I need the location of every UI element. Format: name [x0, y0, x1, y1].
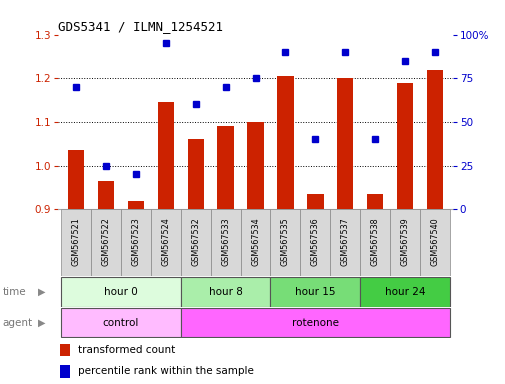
Text: hour 0: hour 0 [104, 287, 137, 297]
Bar [61, 277, 180, 306]
Bar [210, 209, 240, 276]
Bar [157, 102, 174, 209]
Text: hour 8: hour 8 [208, 287, 242, 297]
Text: hour 15: hour 15 [294, 287, 335, 297]
Bar [277, 76, 293, 209]
Text: GSM567524: GSM567524 [161, 217, 170, 266]
Bar [121, 209, 150, 276]
Text: percentile rank within the sample: percentile rank within the sample [78, 366, 253, 376]
Text: hour 24: hour 24 [384, 287, 424, 297]
Bar [307, 194, 323, 209]
Text: ▶: ▶ [38, 318, 45, 328]
Bar [426, 70, 442, 209]
Text: GSM567523: GSM567523 [131, 217, 140, 266]
Bar [180, 209, 210, 276]
Text: agent: agent [3, 318, 33, 328]
Bar [60, 365, 70, 378]
Bar [419, 209, 449, 276]
Bar [187, 139, 204, 209]
Bar [300, 209, 330, 276]
Text: GSM567521: GSM567521 [72, 217, 80, 266]
Bar [217, 126, 233, 209]
Bar [68, 150, 84, 209]
Bar [366, 194, 383, 209]
Text: control: control [103, 318, 139, 328]
Bar [247, 122, 263, 209]
Bar [360, 209, 389, 276]
Text: transformed count: transformed count [78, 345, 175, 355]
Text: GSM567538: GSM567538 [370, 217, 379, 266]
Bar [240, 209, 270, 276]
Text: GSM567532: GSM567532 [191, 217, 200, 266]
Text: rotenone: rotenone [291, 318, 338, 328]
Bar [330, 209, 360, 276]
Bar [270, 209, 300, 276]
Bar [180, 308, 449, 337]
Bar [127, 200, 144, 209]
Bar [389, 209, 419, 276]
Bar [97, 181, 114, 209]
Text: GSM567540: GSM567540 [430, 217, 438, 266]
Text: ▶: ▶ [38, 287, 45, 297]
Text: GSM567536: GSM567536 [310, 217, 319, 266]
Text: GSM567539: GSM567539 [400, 217, 409, 266]
Text: time: time [3, 287, 26, 297]
Text: GSM567537: GSM567537 [340, 217, 349, 266]
Bar [360, 277, 449, 306]
Bar [91, 209, 121, 276]
Bar [270, 277, 360, 306]
Bar [180, 277, 270, 306]
Bar [61, 209, 91, 276]
Text: GSM567534: GSM567534 [250, 217, 260, 266]
Bar [396, 83, 413, 209]
Bar [336, 78, 353, 209]
Bar [61, 308, 180, 337]
Text: GDS5341 / ILMN_1254521: GDS5341 / ILMN_1254521 [58, 20, 223, 33]
Bar [60, 344, 70, 356]
Text: GSM567522: GSM567522 [102, 217, 110, 266]
Text: GSM567535: GSM567535 [280, 217, 289, 266]
Bar [150, 209, 180, 276]
Text: GSM567533: GSM567533 [221, 217, 230, 266]
